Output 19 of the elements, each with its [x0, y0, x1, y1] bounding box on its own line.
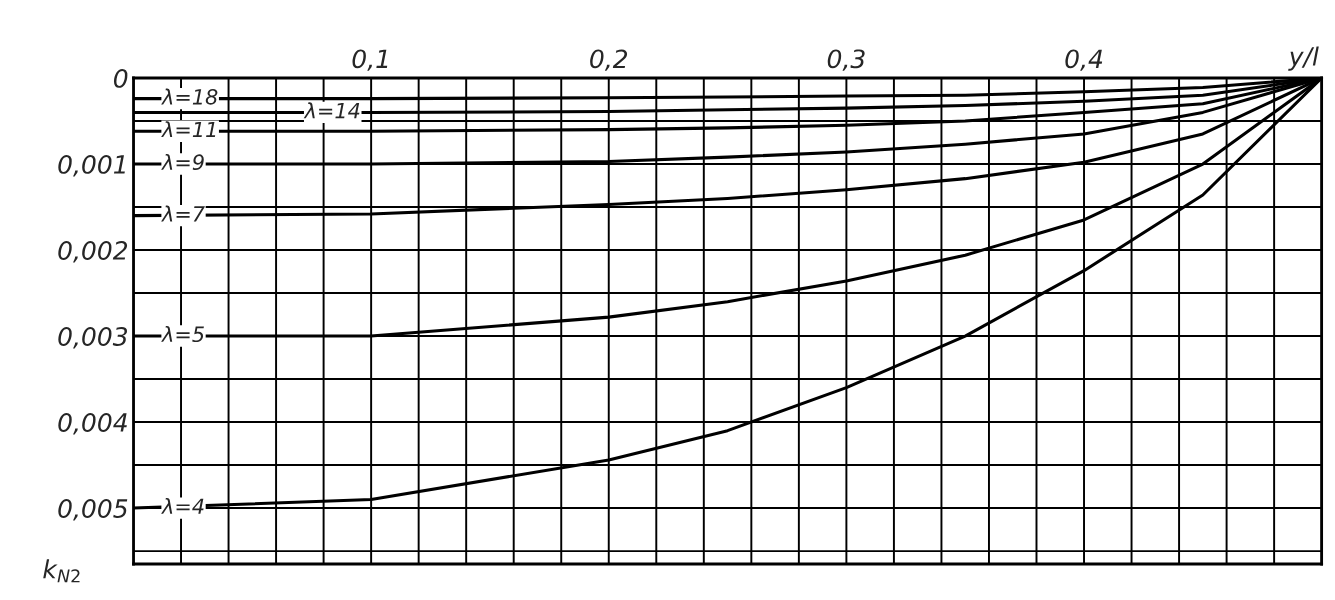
series-label: λ=18	[161, 88, 218, 105]
y-tick-label: 0,004	[58, 413, 127, 435]
series-label: λ=9	[161, 153, 204, 171]
series-label: λ=5	[161, 325, 204, 343]
y-axis-title: k$_{N2}$	[43, 559, 80, 583]
series-label: λ=7	[161, 205, 205, 222]
x-tick-label: 0,1	[352, 49, 388, 71]
x-tick-label: 0,2	[590, 49, 628, 71]
y-tick-label: 0,005	[58, 499, 128, 521]
y-tick-label: 0,003	[58, 327, 128, 349]
series-label: λ=11	[161, 121, 216, 138]
x-tick-label: 0,3	[827, 49, 865, 71]
x2-axis-title: y/l	[1288, 46, 1319, 71]
y-tick-label: 0	[113, 68, 128, 88]
x-tick-label: 0,4	[1065, 49, 1103, 71]
series-label: λ=4	[161, 498, 204, 514]
y-tick-label: 0,001	[58, 154, 125, 177]
series-label: λ=14	[303, 102, 360, 119]
y-tick-label: 0,002	[58, 240, 128, 263]
